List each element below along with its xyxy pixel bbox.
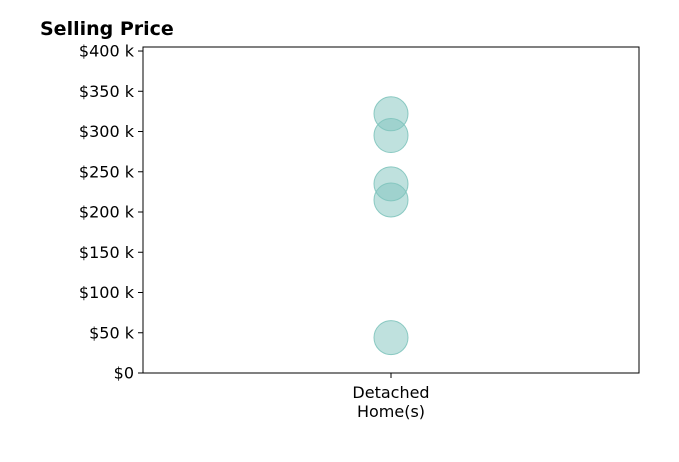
y-tick-label: $0 bbox=[114, 364, 134, 383]
x-tick-label: Detached bbox=[352, 383, 429, 402]
data-points bbox=[373, 96, 409, 356]
data-point bbox=[373, 166, 409, 202]
y-tick-label: $50 k bbox=[89, 323, 135, 342]
y-axis: $0 $50 k $100 k $150 k $200 k $250 k $300 k $35… bbox=[79, 42, 143, 383]
data-point bbox=[373, 320, 409, 356]
plot-area-frame bbox=[142, 46, 640, 374]
y-tick-label: $400 k bbox=[79, 42, 135, 61]
data-point bbox=[373, 96, 409, 132]
y-tick-label: $150 k bbox=[79, 243, 135, 262]
chart-title: Selling Price bbox=[40, 18, 174, 40]
y-tick-label: $200 k bbox=[79, 203, 135, 222]
y-tick-label: $100 k bbox=[79, 283, 135, 302]
y-tick-label: $250 k bbox=[79, 162, 135, 181]
x-tick-label: Home(s) bbox=[357, 402, 425, 421]
y-tick-label: $350 k bbox=[79, 82, 135, 101]
y-tick-label: $300 k bbox=[79, 122, 135, 141]
